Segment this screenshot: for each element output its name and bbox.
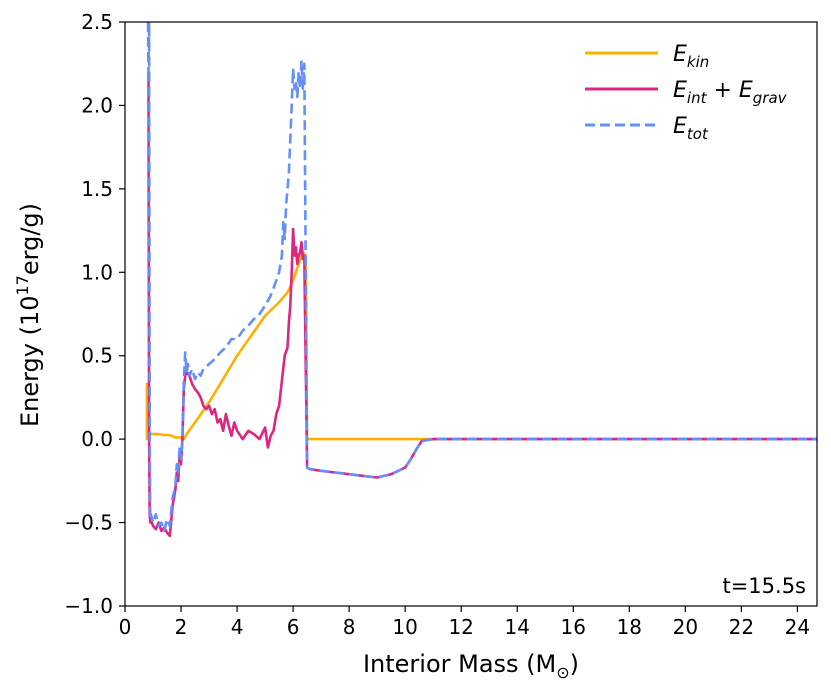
y-tick-label: 2.5 xyxy=(81,10,113,34)
legend-egrav-sub: grav xyxy=(753,89,788,107)
x-tick-label: 18 xyxy=(617,615,642,639)
y-tick-label: 1.5 xyxy=(81,177,113,201)
y-tick-label: 0.5 xyxy=(81,344,113,368)
legend-label-etot: Etot xyxy=(673,114,709,143)
y-axis-title-end: erg/g) xyxy=(16,203,44,275)
x-tick-label: 6 xyxy=(287,615,300,639)
x-tick-label: 16 xyxy=(561,615,586,639)
y-tick-label: −1.0 xyxy=(64,594,113,618)
series-line-0 xyxy=(146,252,817,439)
y-axis-title-main: Energy (10 xyxy=(16,295,44,427)
x-tick-label: 14 xyxy=(505,615,530,639)
legend-ekin-main: E xyxy=(673,42,687,67)
x-tick-label: 22 xyxy=(729,615,754,639)
x-axis-title: Interior Mass (M⊙) xyxy=(363,650,579,682)
legend-eint-sub: int xyxy=(687,89,708,107)
x-axis-title-end: ) xyxy=(570,650,579,678)
legend-etot-sub: tot xyxy=(687,125,709,143)
x-tick-label: 8 xyxy=(343,615,356,639)
legend-label-ekin: Ekin xyxy=(673,42,709,71)
x-tick-label: 20 xyxy=(673,615,698,639)
plot-frame xyxy=(125,22,817,606)
y-tick-label: 0.0 xyxy=(81,427,113,451)
legend-ekin-sub: kin xyxy=(687,53,709,71)
x-tick-label: 4 xyxy=(231,615,244,639)
x-tick-label: 10 xyxy=(392,615,417,639)
y-tick-label: 2.0 xyxy=(81,93,113,117)
x-axis-title-main: Interior Mass (M xyxy=(363,650,556,678)
x-tick-label: 0 xyxy=(119,615,132,639)
y-tick-label: 1.0 xyxy=(81,260,113,284)
y-axis-title-sup: 17 xyxy=(13,275,32,295)
y-tick-label: −0.5 xyxy=(64,511,113,535)
legend-plus: + xyxy=(706,78,738,103)
x-axis: 0 2 4 6 8 10 12 14 16 18 20 22 24 xyxy=(119,606,810,639)
energy-chart: 0 2 4 6 8 10 12 14 16 18 20 22 24 −1.0−0.50.00.51.01… xyxy=(0,0,831,693)
time-annotation: t=15.5s xyxy=(722,574,806,598)
legend-etot-main: E xyxy=(673,114,687,139)
x-tick-label: 12 xyxy=(448,615,473,639)
legend-label-eint-egrav: Eint + Egrav xyxy=(673,78,788,107)
x-tick-label: 2 xyxy=(175,615,188,639)
series-line-1 xyxy=(148,72,817,536)
x-tick-label: 24 xyxy=(785,615,810,639)
y-axis: −1.0 −0.5 0.0 0.5 1.0 1.5 2.0 2.5 xyxy=(64,10,125,618)
legend: Ekin Eint + Egrav Etot xyxy=(585,42,788,143)
y-axis-title: Energy (1017erg/g) xyxy=(13,203,44,427)
x-axis-title-sub: ⊙ xyxy=(556,663,569,682)
legend-egrav-main: E xyxy=(739,78,753,103)
legend-eint-main: E xyxy=(673,78,687,103)
